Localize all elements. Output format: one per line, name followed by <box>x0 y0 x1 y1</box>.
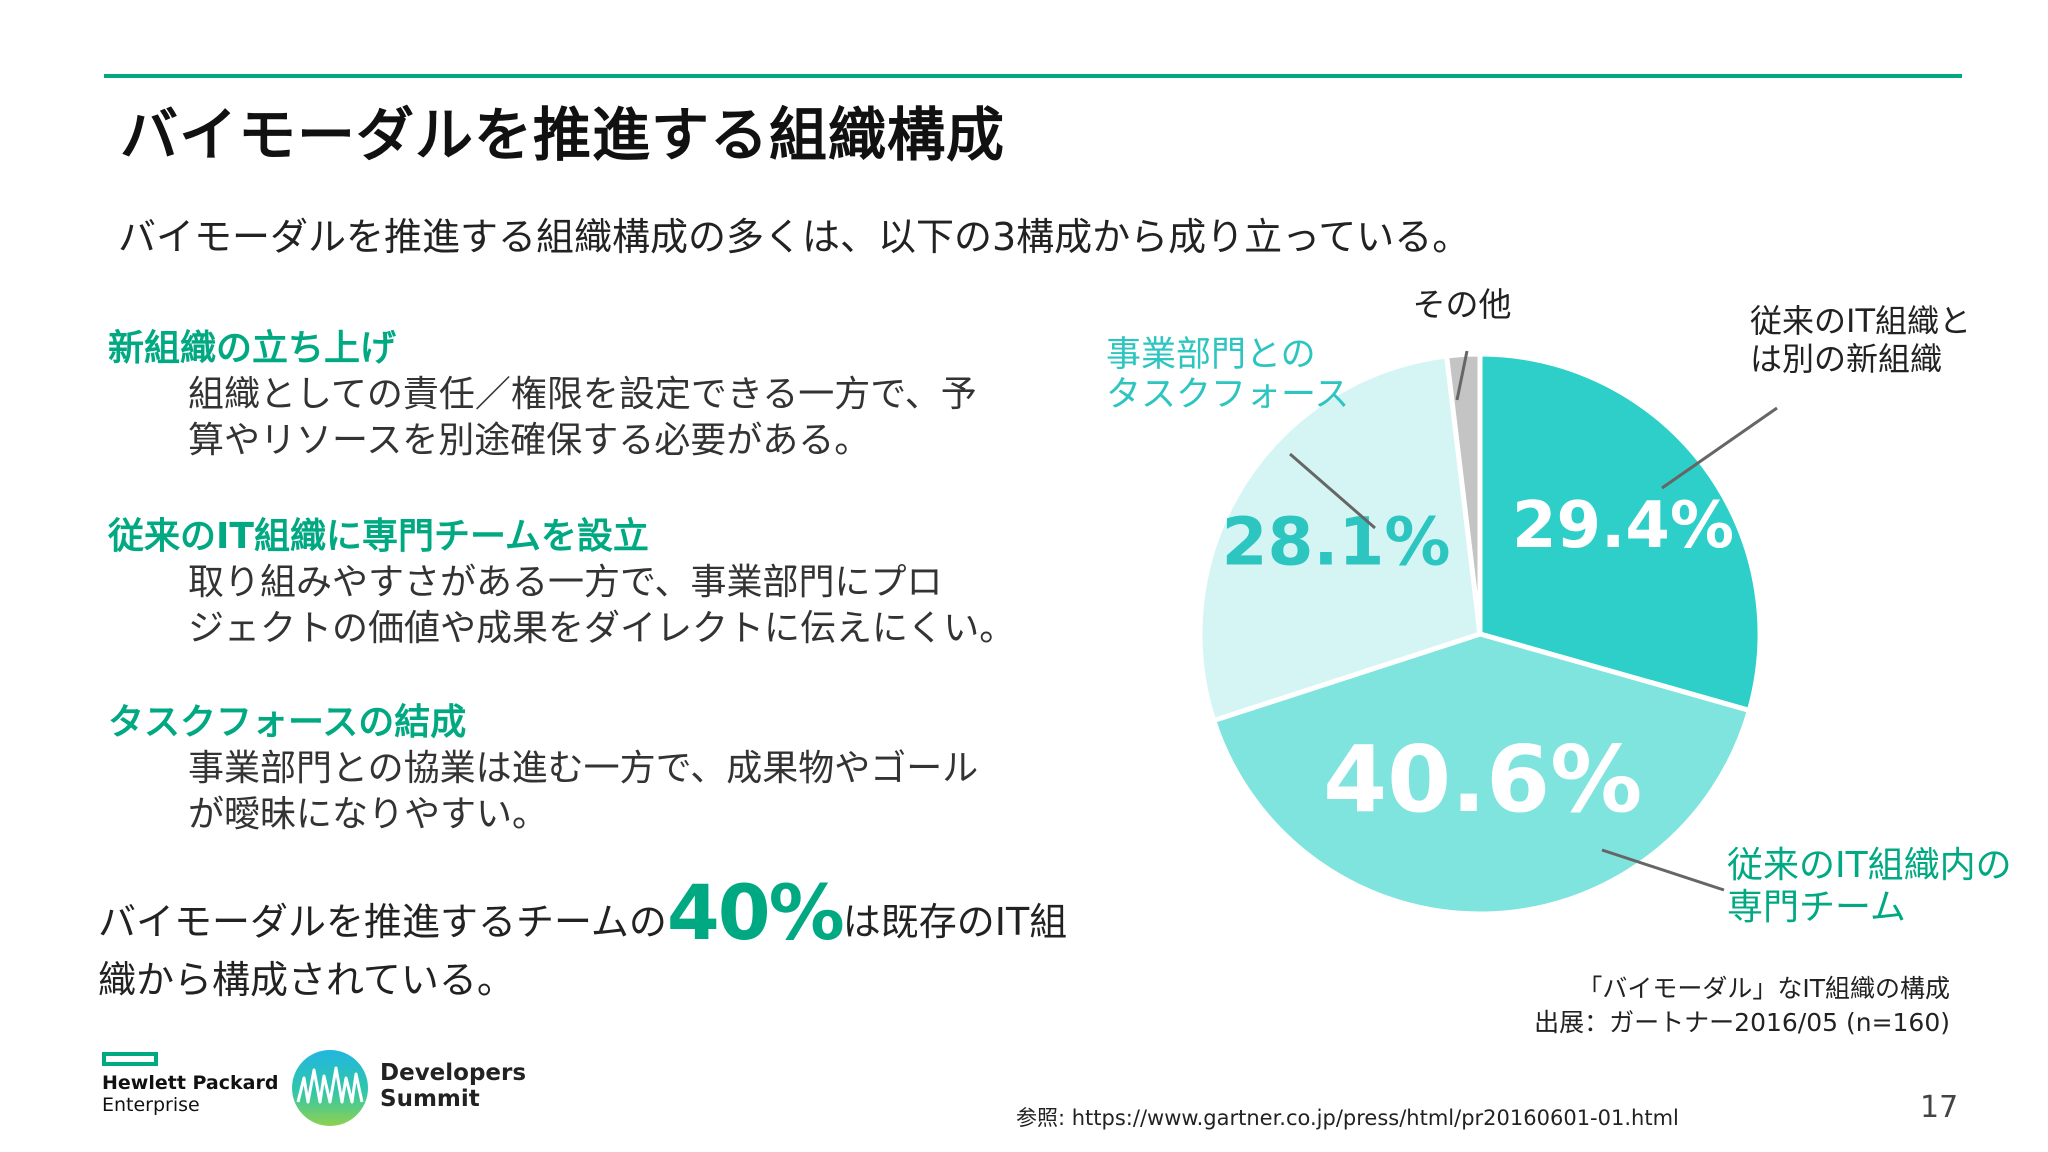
summary-text: バイモーダルを推進するチームの <box>98 900 667 944</box>
section-body-line: 算やリソースを別途確保する必要がある。 <box>188 420 871 461</box>
devsumi-logo-mark <box>292 1050 368 1126</box>
leader-line <box>1455 350 1469 401</box>
leader-line <box>1661 406 1778 490</box>
summary-line: バイモーダルを推進するチームの40%は既存のIT組 <box>98 875 1098 951</box>
section-body: 組織としての責任／権限を設定できる一方で、予 算やリソースを別途確保する必要があ… <box>188 372 1088 464</box>
pie-slice <box>1443 351 1483 635</box>
slice-value-label: 40.6% <box>1323 726 1642 833</box>
devsumi-logo-line: Summit <box>380 1086 480 1112</box>
caption-line: 出展：ガートナー2016/05 (n=160) <box>1534 1008 1950 1037</box>
hpe-logo: Hewlett Packard Enterprise <box>102 1052 292 1122</box>
section-task-force: タスクフォースの結成 事業部門との協業は進む一方で、成果物やゴール が曖昧になり… <box>108 700 1068 838</box>
pie-slice <box>1477 351 1763 714</box>
chart-caption: 「バイモーダル」なIT組織の構成 出展：ガートナー2016/05 (n=160) <box>1530 972 1950 1040</box>
pie-slice <box>1210 631 1753 917</box>
section-it-team: 従来のIT組織に専門チームを設立 取り組みやすさがある一方で、事業部門にプロ ジ… <box>108 514 1068 652</box>
leader-line <box>1289 452 1376 530</box>
section-heading: 従来のIT組織に専門チームを設立 <box>108 516 649 557</box>
summary-highlight: 40% <box>666 868 845 957</box>
lead-text: バイモーダルを推進する組織構成の多くは、以下の3構成から成り立っている。 <box>118 215 1471 259</box>
page-number: 17 <box>1920 1090 1959 1125</box>
hpe-logo-text: Hewlett Packard <box>102 1072 279 1094</box>
section-body: 取り組みやすさがある一方で、事業部門にプロ ジェクトの価値や成果をダイレクトに伝… <box>188 560 1088 652</box>
caption-line: 「バイモーダル」なIT組織の構成 <box>1577 974 1950 1003</box>
devsumi-logo: Developers Summit <box>290 1048 526 1132</box>
section-body-line: ジェクトの価値や成果をダイレクトに伝えにくい。 <box>188 608 1016 649</box>
slice-category-label: タスクフォース <box>1106 375 1349 415</box>
hpe-logo-bar <box>102 1052 158 1066</box>
devsumi-logo-line: Developers <box>380 1060 527 1086</box>
pie-slice <box>1197 353 1483 724</box>
slice-category-label: 事業部門との <box>1106 335 1316 375</box>
hpe-logo-text: Enterprise <box>102 1094 200 1116</box>
summary-line: 織から構成されている。 <box>98 958 515 1002</box>
section-body-line: 取り組みやすさがある一方で、事業部門にプロ <box>188 562 943 603</box>
slice-category-label: は別の新組織 <box>1750 340 1942 378</box>
section-body-line: が曖昧になりやすい。 <box>188 794 549 835</box>
slice-category-label: 従来のIT組織と <box>1750 302 1971 340</box>
devsumi-logo-text: Developers Summit <box>380 1060 526 1112</box>
section-body-line: 組織としての責任／権限を設定できる一方で、予 <box>188 374 977 415</box>
pie-chart: 29.4% 40.6% 28.1% 従来のIT組織とは別の新組織従来のIT組織内の専門… <box>1106 285 2012 928</box>
summary: バイモーダルを推進するチームの40%は既存のIT組 織から構成されている。 <box>98 875 1098 1009</box>
slice-category-label: 専門チーム <box>1727 887 1906 928</box>
slice-category-label: その他 <box>1413 285 1512 324</box>
slice-category-label: 従来のIT組織内の <box>1727 845 2012 886</box>
reference-link[interactable]: 参照: https://www.gartner.co.jp/press/html… <box>1016 1106 1679 1130</box>
top-rule <box>104 74 1962 78</box>
slice-value-label: 28.1% <box>1222 504 1451 581</box>
page-title: バイモーダルを推進する組織構成 <box>120 101 1006 169</box>
section-new-org: 新組織の立ち上げ 組織としての責任／権限を設定できる一方で、予 算やリソースを別… <box>108 326 1068 464</box>
section-heading: タスクフォースの結成 <box>108 702 467 743</box>
leader-line <box>1601 848 1725 892</box>
section-body-line: 事業部門との協業は進む一方で、成果物やゴール <box>188 748 979 789</box>
slice-value-label: 29.4% <box>1512 489 1734 563</box>
summary-text: は既存のIT組 <box>842 900 1068 944</box>
section-heading: 新組織の立ち上げ <box>108 328 397 369</box>
section-body: 事業部門との協業は進む一方で、成果物やゴール が曖昧になりやすい。 <box>188 746 1088 838</box>
